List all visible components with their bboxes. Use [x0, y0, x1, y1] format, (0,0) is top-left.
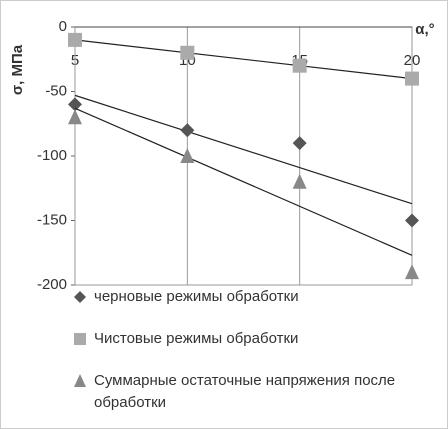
legend-marker	[74, 291, 86, 303]
marker	[405, 264, 419, 280]
marker	[292, 173, 307, 189]
marker	[292, 136, 307, 151]
trend-line	[74, 94, 413, 205]
marker	[68, 97, 82, 112]
marker	[405, 71, 419, 86]
legend-label: черновые режимы обработки	[94, 288, 299, 305]
y-tick-label: -50	[45, 82, 67, 99]
y-tick-label: -150	[37, 211, 67, 228]
marker	[180, 148, 195, 163]
y-tick-label: -100	[37, 147, 67, 164]
marker	[292, 58, 307, 73]
trend-line	[74, 107, 413, 256]
x-axis-label: α,°	[415, 21, 434, 38]
legend-entry: черновые режимы обработки	[72, 286, 417, 308]
legend-label: Суммарные остаточные напряжения после об…	[94, 372, 396, 411]
trend-line	[74, 39, 413, 80]
marker	[74, 291, 86, 303]
legend-marker	[74, 333, 86, 345]
legend-label: Чистовые режимы обработки	[94, 330, 299, 347]
y-axis-label: σ, МПа	[9, 44, 26, 95]
legend-entry: Суммарные остаточные напряжения после об…	[72, 370, 417, 414]
y-tick-label: 0	[59, 18, 67, 35]
marker	[74, 333, 86, 345]
marker	[68, 109, 82, 125]
marker	[180, 123, 195, 138]
legend-entry: Чистовые режимы обработки	[72, 328, 417, 350]
y-tick-label: -200	[37, 276, 67, 293]
marker	[74, 374, 86, 387]
marker	[180, 45, 195, 60]
plot-area	[74, 26, 413, 286]
legend: черновые режимы обработки Чистовые режимы…	[72, 286, 417, 414]
legend-marker	[74, 374, 86, 387]
marker	[68, 32, 82, 47]
marker	[405, 213, 419, 228]
